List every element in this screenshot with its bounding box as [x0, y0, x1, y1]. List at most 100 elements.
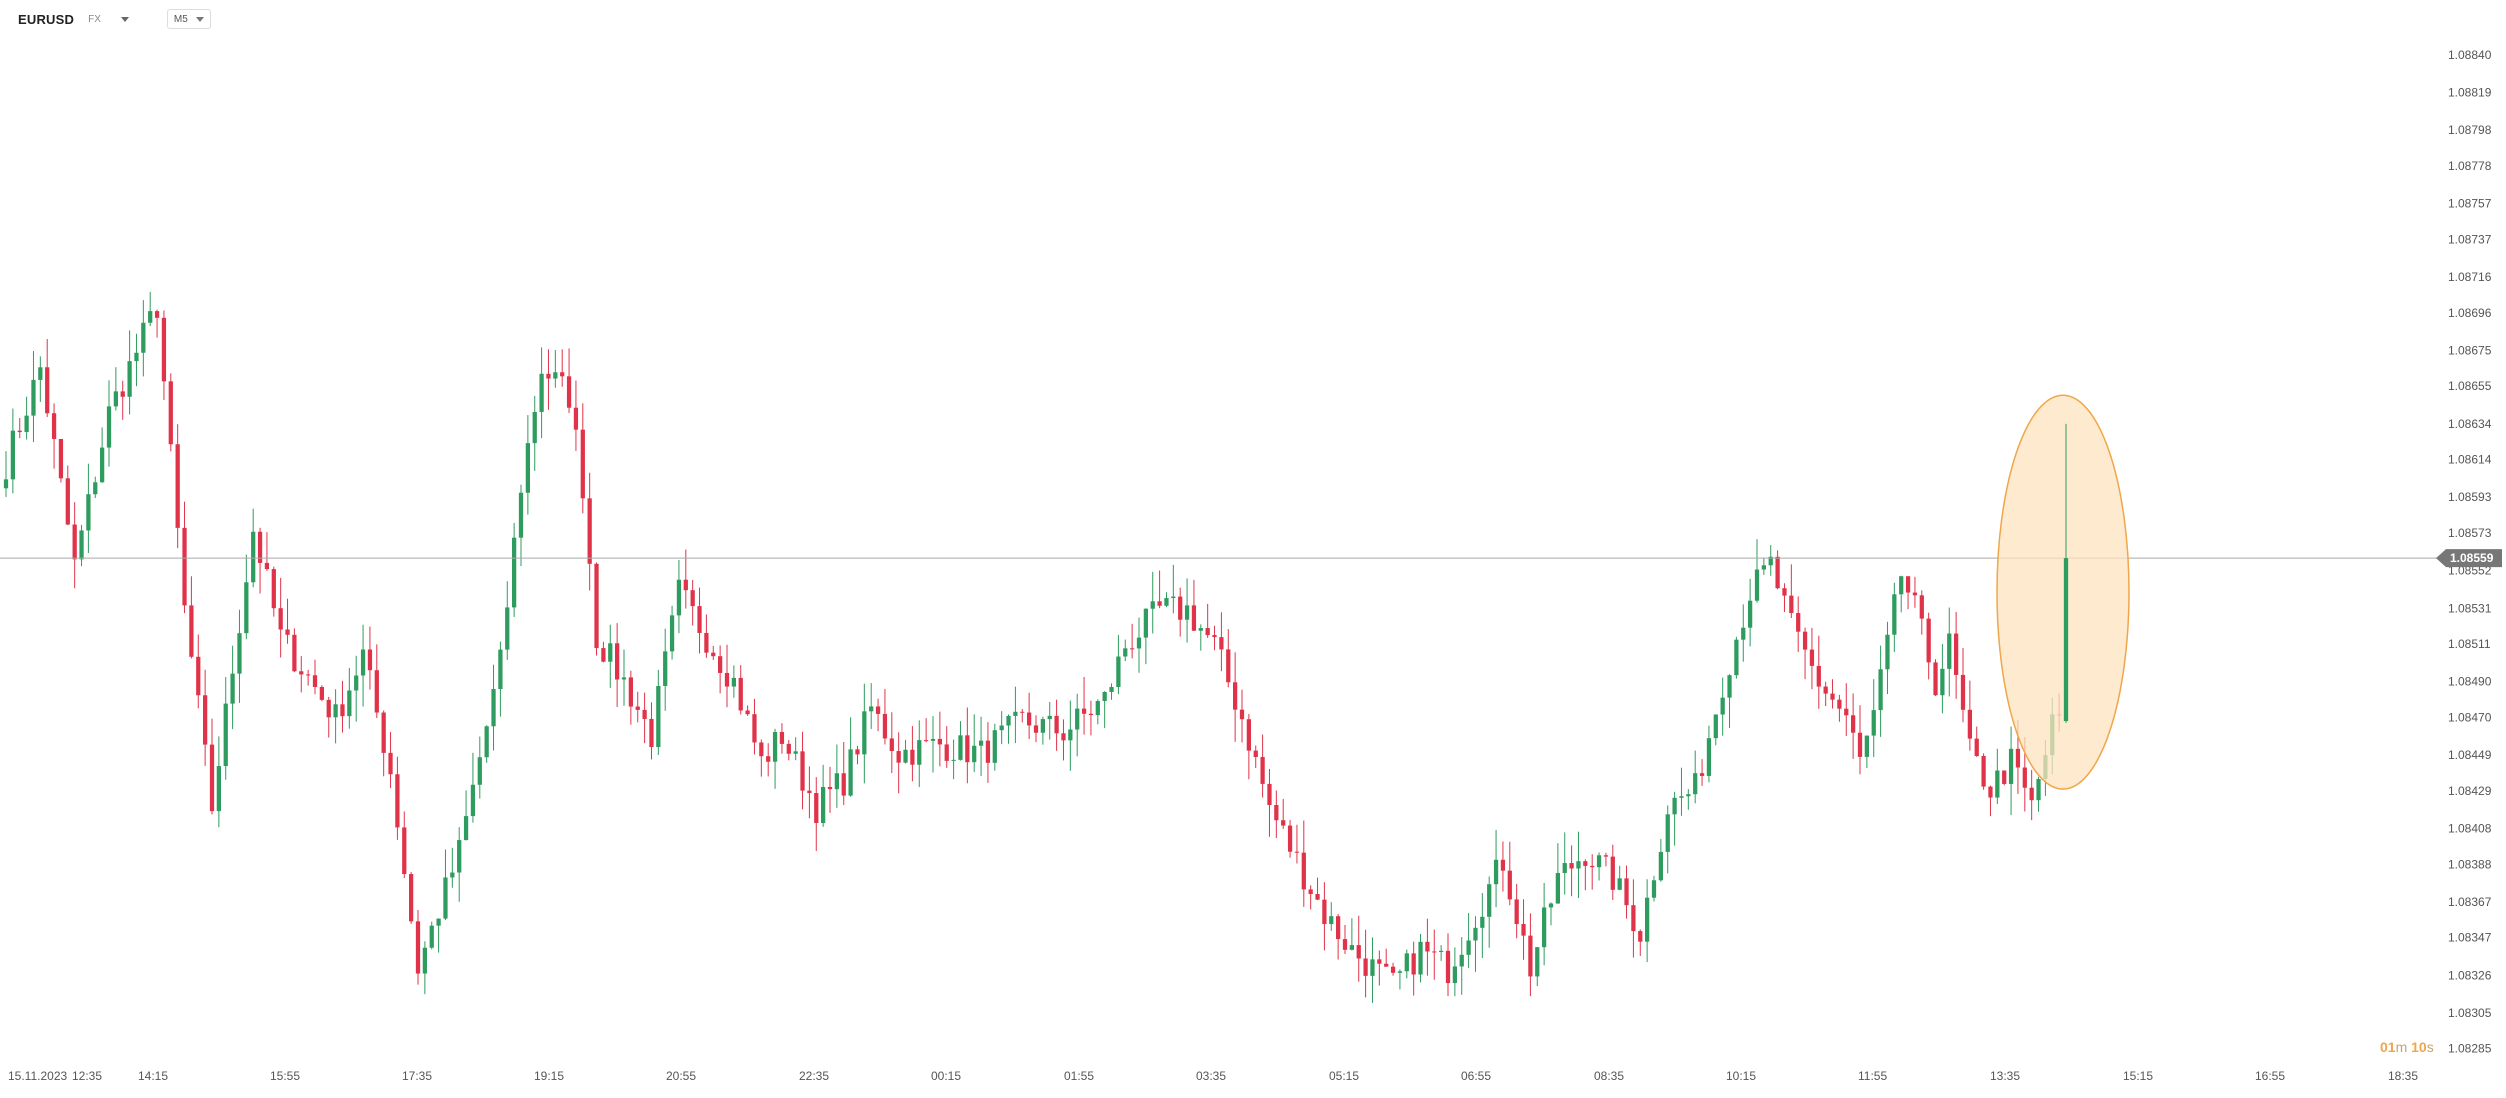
candle-body: [683, 579, 688, 591]
candle-body: [127, 361, 132, 397]
current-price-label: 1.08559: [2450, 551, 2494, 565]
candle-body: [1638, 931, 1643, 942]
candle-body: [1253, 750, 1258, 757]
candle: [1253, 745, 1258, 769]
candle-body: [1521, 924, 1526, 936]
candle-body: [1754, 569, 1760, 601]
candle-body: [1974, 738, 1979, 756]
candle-body: [2063, 558, 2069, 722]
candle: [848, 717, 853, 797]
candle-body: [772, 732, 778, 762]
candle-body: [223, 703, 228, 767]
candle-body: [244, 582, 249, 634]
candle: [951, 739, 956, 780]
y-tick-label: 1.08593: [2448, 490, 2492, 504]
candle-body: [1892, 594, 1897, 635]
candle-body: [745, 710, 750, 715]
x-tick-label: 18:35: [2388, 1069, 2418, 1083]
candle-body: [409, 874, 414, 922]
candle-body: [1294, 851, 1300, 853]
candle-body: [1871, 710, 1876, 736]
candle-body: [1528, 935, 1533, 977]
candle-body: [402, 827, 407, 875]
symbol-dropdown-chevron-down-icon[interactable]: [120, 16, 129, 22]
candle-body: [910, 749, 915, 765]
candle-body: [175, 444, 180, 528]
candle-body: [333, 704, 338, 718]
candle-body: [1583, 861, 1588, 866]
candle-body: [1981, 755, 1986, 787]
candle: [1061, 719, 1066, 761]
candle: [1878, 645, 1883, 737]
candle-body: [930, 738, 936, 741]
candle: [1006, 714, 1011, 744]
candle-body: [1864, 735, 1869, 757]
candle-body: [306, 674, 311, 676]
candle: [251, 508, 256, 588]
candle: [1679, 767, 1684, 816]
candle-body: [1281, 820, 1286, 826]
candle-body: [1493, 859, 1499, 885]
candle-body: [285, 629, 290, 635]
candle: [869, 683, 874, 729]
candle: [367, 626, 373, 690]
candle-body: [1954, 633, 1959, 675]
candle-body: [738, 677, 743, 711]
candle-body: [917, 740, 922, 765]
candle-body: [1157, 601, 1162, 606]
candle: [2063, 423, 2069, 723]
candle: [539, 347, 544, 439]
candle: [1095, 699, 1100, 725]
candle: [1892, 582, 1897, 653]
candle: [477, 736, 482, 799]
candle-body: [1095, 701, 1100, 716]
candle: [903, 739, 908, 764]
candle: [1308, 885, 1313, 910]
candle-body: [1926, 618, 1931, 663]
candle: [2036, 776, 2041, 812]
symbol-name[interactable]: EURUSD: [18, 11, 75, 27]
candle: [285, 598, 290, 644]
candle-countdown: 01m 10s: [2380, 1039, 2434, 1055]
candle: [271, 566, 276, 617]
candle: [772, 728, 778, 789]
y-tick-label: 1.08552: [2448, 564, 2492, 578]
candle-body: [1390, 966, 1396, 973]
candle-body: [2002, 770, 2007, 784]
candle-body: [1748, 600, 1753, 628]
candle: [1521, 899, 1526, 960]
candle: [779, 723, 785, 754]
candle-body: [1342, 939, 1348, 950]
candle-body: [525, 443, 530, 493]
candle: [807, 766, 812, 819]
candle-body: [1940, 668, 1945, 696]
candle-body: [1960, 674, 1966, 710]
candle: [1033, 715, 1039, 743]
candle: [882, 688, 888, 745]
candle: [498, 641, 503, 717]
candle: [608, 624, 613, 688]
y-tick-label: 1.08285: [2448, 1042, 2492, 1056]
candle-body: [1782, 588, 1787, 596]
candle-body: [1226, 649, 1231, 683]
candle: [518, 484, 524, 567]
candle-body: [972, 745, 977, 763]
candle: [786, 740, 791, 761]
candle: [1219, 612, 1224, 672]
candle-body: [1988, 786, 1993, 798]
candle-body: [834, 773, 839, 790]
candle: [1425, 918, 1430, 976]
candle-body: [1665, 814, 1670, 852]
candle: [704, 614, 709, 658]
candle: [1184, 578, 1190, 643]
candle-body: [86, 494, 91, 531]
timeframe-selector[interactable]: M5: [166, 9, 211, 29]
candle: [1782, 583, 1787, 613]
candle-body: [2015, 748, 2021, 768]
candle-body: [51, 413, 57, 439]
candle: [1768, 544, 1773, 576]
candle: [1205, 603, 1210, 638]
candle-body: [1116, 656, 1121, 687]
